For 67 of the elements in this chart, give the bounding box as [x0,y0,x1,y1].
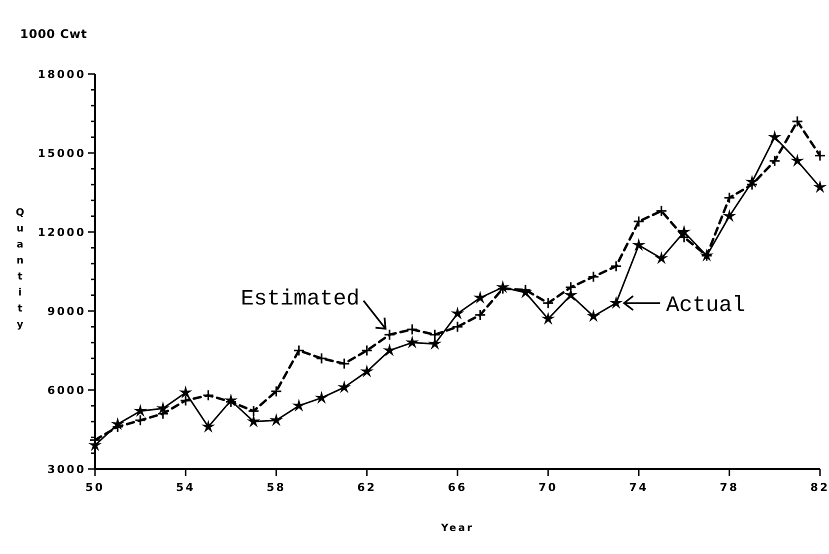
x-tick-label: 74 [629,481,648,494]
legend-label: Actual [666,292,746,318]
point [338,381,350,393]
y-tick-label: 9000 [47,304,86,318]
point [202,420,214,432]
point [180,386,192,398]
point [542,312,554,324]
x-tick-label: 78 [720,481,740,494]
point [338,358,350,370]
y-tick-label: 15000 [38,146,86,160]
point [474,292,486,303]
x-tick-label: 62 [357,481,377,494]
chart-title: 1000 Cwt [20,27,88,41]
point [724,192,736,204]
x-tick-label: 70 [538,481,558,494]
point [768,155,780,167]
point [588,270,600,283]
point [792,116,804,128]
point [384,344,396,356]
x-axis-title: Year [440,523,474,534]
point [134,404,146,416]
point [428,338,441,350]
point [248,415,260,427]
point [384,328,396,340]
point [768,130,781,142]
point [270,386,282,398]
point [587,310,600,322]
point [814,180,826,192]
point [406,324,418,336]
point [134,414,146,426]
point [610,260,622,272]
point [791,154,804,166]
point [632,216,645,228]
x-tick-label: 66 [448,481,468,494]
point [316,352,328,364]
point [451,307,464,319]
point [270,414,282,426]
point [361,344,373,356]
x-tick-label: 82 [810,481,829,494]
point [292,400,305,411]
point [180,394,192,406]
series-label: Estimated [240,286,360,312]
point [316,392,328,404]
y-tick-label: 3000 [47,462,86,476]
point [610,296,622,308]
point [564,282,577,294]
point [248,405,260,417]
y-tick-label: 12000 [38,226,86,239]
point [293,344,305,356]
point [474,309,486,321]
point [542,297,554,309]
x-tick-label: 58 [266,481,286,494]
point [360,365,373,377]
point [632,238,645,250]
x-tick-label: 50 [85,481,105,494]
point [452,321,464,333]
point [202,389,214,402]
point [655,252,668,264]
y-tick-label: 18000 [38,68,86,81]
y-axis-title: Quantity [16,208,24,330]
point [656,205,668,217]
point [723,210,736,222]
point [814,150,826,162]
point [406,336,418,348]
x-tick-label: 54 [176,481,196,494]
y-tick-label: 6000 [47,384,86,397]
point [429,328,441,340]
